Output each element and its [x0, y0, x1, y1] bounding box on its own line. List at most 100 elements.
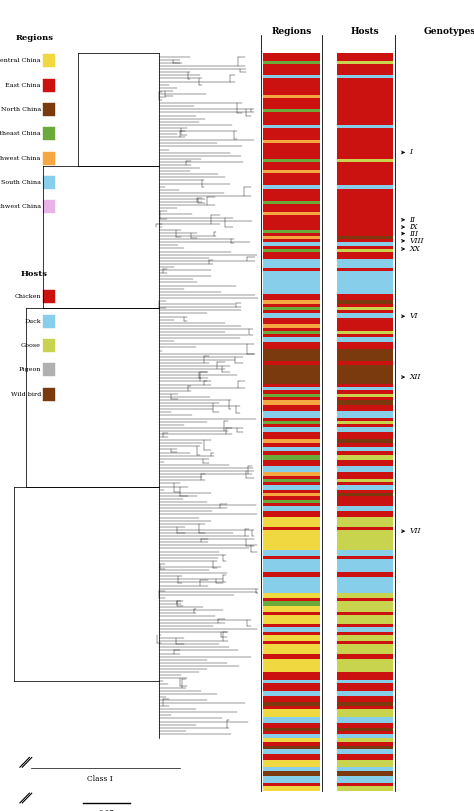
Bar [337, 226, 393, 230]
Bar [263, 148, 320, 151]
Bar [263, 786, 320, 791]
Bar [263, 735, 320, 738]
Bar [337, 246, 393, 249]
Bar [337, 393, 393, 397]
Bar [263, 53, 320, 56]
Bar [263, 390, 320, 393]
Bar [337, 447, 393, 452]
Bar [337, 699, 393, 702]
Text: XII: XII [410, 373, 421, 381]
Bar [337, 645, 393, 654]
Bar [337, 324, 393, 328]
Bar [263, 87, 320, 90]
Bar [337, 90, 393, 95]
Bar [337, 75, 393, 79]
Bar [263, 723, 320, 728]
Bar [263, 159, 320, 162]
Bar [263, 255, 320, 259]
Text: Hosts: Hosts [351, 28, 379, 36]
Bar [263, 154, 320, 159]
Bar [263, 593, 320, 598]
Bar [337, 334, 393, 337]
Bar [263, 61, 320, 64]
Bar [337, 84, 393, 87]
Bar [337, 606, 393, 612]
Bar [263, 408, 320, 411]
Bar [263, 753, 320, 757]
Bar [263, 185, 320, 190]
Bar [263, 686, 320, 688]
Bar [43, 200, 55, 213]
Bar [337, 400, 393, 405]
Bar [263, 174, 320, 177]
Bar [337, 760, 393, 766]
Bar [263, 84, 320, 87]
Bar [337, 143, 393, 148]
Bar [263, 624, 320, 627]
Bar [337, 233, 393, 236]
Bar [337, 139, 393, 143]
Bar [263, 418, 320, 421]
Bar [43, 363, 55, 376]
Bar [263, 432, 320, 436]
Bar [263, 645, 320, 654]
Bar [337, 632, 393, 635]
Text: Northeast China: Northeast China [0, 131, 41, 136]
Bar [337, 482, 393, 485]
Bar [263, 676, 320, 680]
Bar [263, 120, 320, 125]
Bar [263, 654, 320, 659]
Bar [263, 162, 320, 165]
Bar [337, 749, 393, 753]
Bar [263, 572, 320, 577]
Bar [337, 735, 393, 738]
Bar [337, 212, 393, 215]
Bar [337, 478, 393, 482]
Bar [337, 268, 393, 272]
Bar [263, 246, 320, 249]
Bar [263, 272, 320, 294]
Bar [263, 766, 320, 771]
Bar [263, 635, 320, 642]
Bar [263, 642, 320, 645]
Bar [337, 230, 393, 233]
Bar [43, 54, 55, 67]
Bar [337, 239, 393, 242]
Bar [263, 482, 320, 485]
Bar [337, 174, 393, 177]
Bar [263, 128, 320, 131]
Bar [337, 503, 393, 506]
Bar [263, 466, 320, 472]
Bar [337, 170, 393, 174]
Bar [337, 307, 393, 310]
Bar [263, 503, 320, 506]
Text: VI: VI [410, 312, 418, 320]
Text: XX: XX [410, 245, 420, 253]
Bar [263, 180, 320, 185]
Bar [337, 439, 393, 444]
Bar [263, 98, 320, 101]
Bar [263, 242, 320, 246]
Bar [337, 616, 393, 624]
Bar [337, 745, 393, 749]
Bar [337, 688, 393, 691]
Bar [263, 527, 320, 530]
Bar [263, 455, 320, 460]
Bar [263, 424, 320, 427]
Bar [263, 204, 320, 207]
Bar [337, 294, 393, 297]
Bar [263, 706, 320, 709]
Bar [337, 624, 393, 627]
Bar [337, 757, 393, 760]
Bar [263, 190, 320, 192]
Bar [337, 200, 393, 204]
Bar [263, 688, 320, 691]
Bar [337, 691, 393, 696]
Bar [263, 771, 320, 776]
Bar [263, 717, 320, 723]
Bar [263, 439, 320, 444]
Bar [263, 616, 320, 624]
Bar [263, 192, 320, 195]
Bar [337, 56, 393, 61]
Bar [263, 530, 320, 550]
